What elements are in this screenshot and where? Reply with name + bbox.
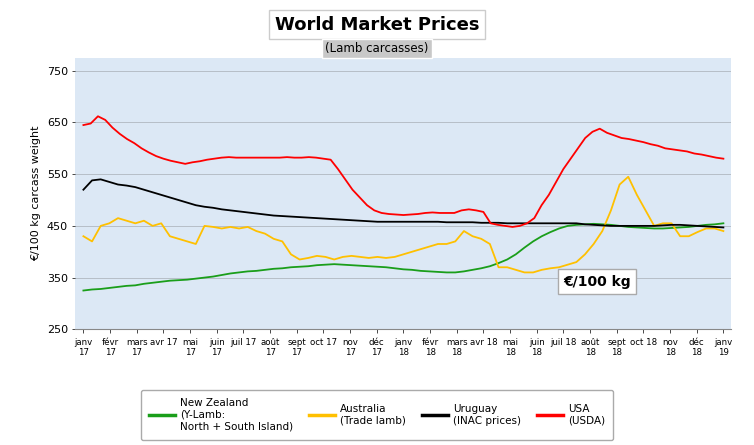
Text: World Market Prices: World Market Prices (274, 16, 480, 33)
Text: (Lamb carcasses): (Lamb carcasses) (325, 42, 429, 55)
Legend: New Zealand
(Y-Lamb:
North + South Island), Australia
(Trade lamb), Uruguay
(INA: New Zealand (Y-Lamb: North + South Islan… (141, 390, 613, 440)
Y-axis label: €/100 kg carcass weight: €/100 kg carcass weight (31, 126, 41, 261)
Text: €/100 kg: €/100 kg (563, 275, 630, 289)
